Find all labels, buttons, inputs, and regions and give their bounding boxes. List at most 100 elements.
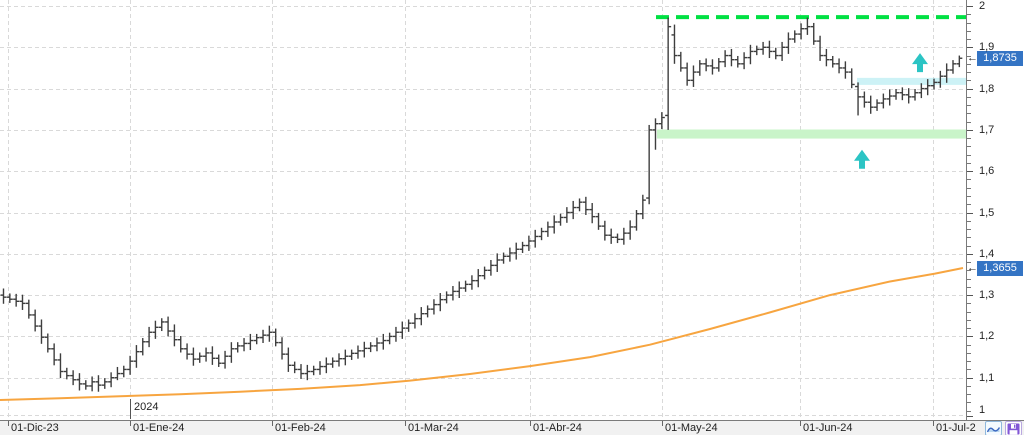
y-axis-label: 1,1 (979, 371, 995, 384)
y-minor-tick (967, 31, 971, 32)
y-minor-tick (967, 14, 971, 15)
chart-toolbar (985, 421, 1022, 435)
price-chart-plot[interactable]: 2024 (0, 0, 966, 420)
x-axis-tick (933, 421, 934, 426)
y-minor-tick (967, 328, 971, 329)
last-price-badge: 1,8735 (977, 50, 1023, 66)
x-axis-label: 01-Abr-24 (533, 422, 582, 434)
y-major-tick (967, 130, 973, 131)
y-axis-label: 1,6 (979, 165, 995, 178)
ma-value-badge: 1,3655 (977, 260, 1023, 276)
x-axis-label: 01-Dic-23 (11, 422, 59, 434)
y-axis-label: 1,8 (979, 82, 995, 95)
ohlc-bars (0, 17, 963, 392)
y-major-tick (967, 89, 973, 90)
y-minor-tick (967, 196, 971, 197)
y-major-tick (967, 416, 973, 417)
y-minor-tick (967, 188, 971, 189)
x-axis-tick (662, 421, 663, 426)
buy-signal-arrow (912, 53, 928, 73)
line-style-button[interactable] (985, 421, 1002, 435)
y-minor-tick (967, 146, 971, 147)
y-major-tick (967, 171, 973, 172)
breakout-zone (857, 77, 966, 85)
y-minor-tick (967, 279, 971, 280)
y-major-tick (967, 336, 973, 337)
y-minor-tick (967, 246, 971, 247)
x-axis-tick (800, 421, 801, 426)
y-minor-tick (967, 287, 971, 288)
y-minor-tick (967, 97, 971, 98)
support-zone (657, 129, 966, 139)
y-minor-tick (967, 204, 971, 205)
left-arrow-icon: ← (967, 52, 978, 65)
y-minor-tick (967, 122, 971, 123)
y-minor-tick (967, 394, 971, 395)
ma-value-marker: ← 1,3655 (967, 260, 1023, 276)
moving-average-line (0, 267, 964, 401)
x-axis-label: 01-Ene-24 (133, 422, 185, 434)
y-minor-tick (967, 402, 971, 403)
y-minor-tick (967, 64, 971, 65)
last-price-marker: ← 1,8735 (967, 50, 1023, 66)
x-axis-label: 01-Mar-24 (408, 422, 459, 434)
wave-icon (987, 426, 1000, 432)
y-major-tick (967, 213, 973, 214)
x-axis-label: 01-Feb-24 (275, 422, 326, 434)
y-major-tick (967, 378, 973, 379)
gridlines (0, 0, 966, 419)
y-minor-tick (967, 155, 971, 156)
y-axis-label: 1,5 (979, 206, 995, 219)
y-minor-tick (967, 411, 971, 412)
y-minor-tick (967, 80, 971, 81)
x-axis-tick (530, 421, 531, 426)
y-major-tick (967, 47, 973, 48)
y-minor-tick (967, 369, 971, 370)
y-minor-tick (967, 163, 971, 164)
y-major-tick (967, 254, 973, 255)
y-minor-tick (967, 320, 971, 321)
left-arrow-icon: ← (967, 262, 978, 275)
y-minor-tick (967, 39, 971, 40)
y-axis-label: 1,4 (979, 247, 995, 260)
y-minor-tick (967, 179, 971, 180)
buy-signal-arrow (854, 149, 870, 169)
year-label: 2024 (134, 401, 158, 413)
x-axis-tick (405, 421, 406, 426)
y-axis-label: 1 (979, 404, 986, 416)
x-axis-tick (8, 421, 9, 426)
y-minor-tick (967, 221, 971, 222)
y-axis-label: 1,7 (979, 123, 995, 136)
x-axis-tick (130, 421, 131, 426)
x-axis-label: 01-May-24 (665, 422, 718, 434)
y-minor-tick (967, 237, 971, 238)
x-axis-label: 01-Jun-24 (803, 422, 853, 434)
x-axis-label: 01-Jul-2 (936, 422, 976, 434)
y-axis-label: 1,2 (979, 330, 995, 343)
x-axis-tick (272, 421, 273, 426)
y-minor-tick (967, 353, 971, 354)
y-minor-tick (967, 345, 971, 346)
save-button[interactable] (1005, 421, 1022, 435)
time-axis[interactable]: 01-Dic-23 01-Ene-24 01-Feb-24 01-Mar-24 01-A… (0, 420, 1024, 435)
y-axis-label: 1,3 (979, 289, 995, 302)
y-minor-tick (967, 72, 971, 73)
price-axis[interactable]: ← 1,8735 ← 1,3655 2 1,9 1,8 1,7 1,6 1,5 1,4 1,3… (966, 0, 1024, 420)
y-minor-tick (967, 361, 971, 362)
y-minor-tick (967, 270, 971, 271)
y-minor-tick (967, 138, 971, 139)
y-minor-tick (967, 56, 971, 57)
y-minor-tick (967, 303, 971, 304)
y-major-tick (967, 6, 973, 7)
y-minor-tick (967, 312, 971, 313)
y-minor-tick (967, 262, 971, 263)
y-major-tick (967, 295, 973, 296)
y-axis-label: 1,9 (979, 41, 995, 54)
y-minor-tick (967, 386, 971, 387)
y-minor-tick (967, 105, 971, 106)
y-axis-label: 2 (979, 0, 986, 12)
y-minor-tick (967, 113, 971, 114)
y-minor-tick (967, 229, 971, 230)
y-minor-tick (967, 23, 971, 24)
